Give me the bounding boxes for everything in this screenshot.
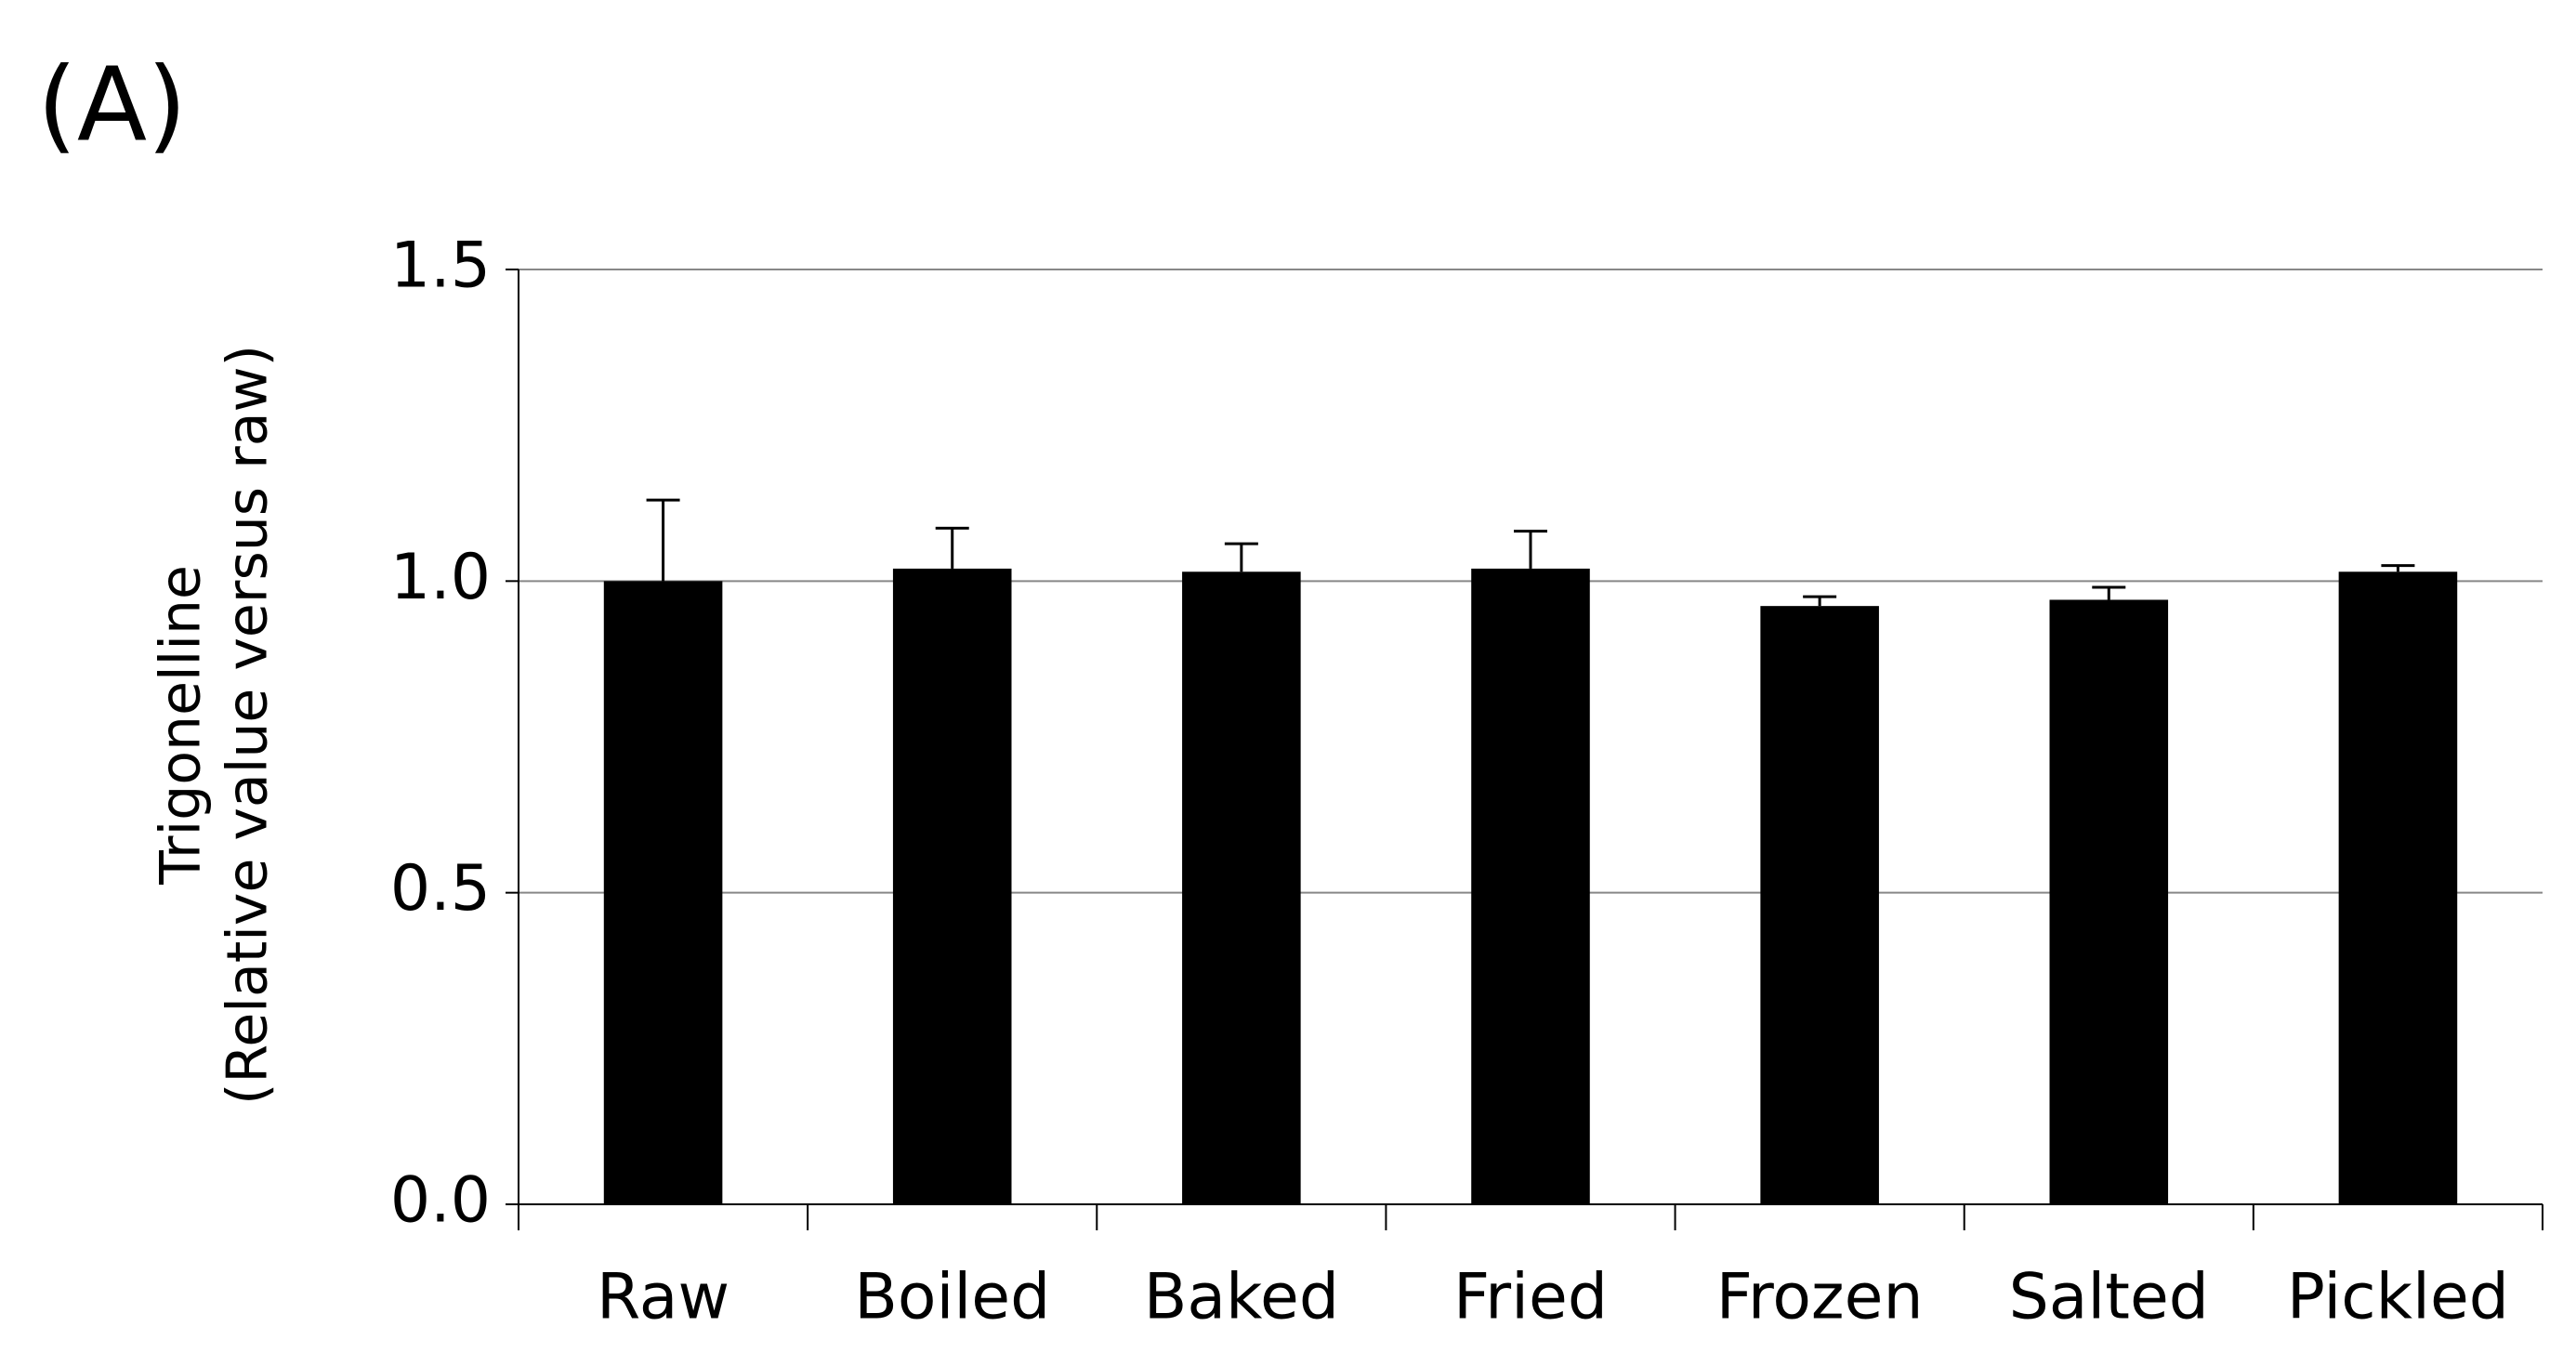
y-axis-title-line: Trigonelline [149,565,214,886]
bar [1760,606,1879,1204]
x-tick-label: Raw [597,1261,729,1334]
y-tick-label: 1.5 [390,230,491,303]
x-tick-label: Frozen [1716,1261,1924,1334]
y-tick-label: 0.0 [390,1164,491,1238]
bar [1182,571,1301,1204]
x-tick-label: Fried [1453,1261,1608,1334]
bar [2049,599,2169,1204]
x-tick-label: Salted [2009,1261,2209,1334]
y-tick-label: 1.0 [390,541,491,614]
bar [892,568,1012,1204]
y-axis-title: Trigonelline (Relative value versus raw) [149,345,281,1105]
x-tick-label: Baked [1144,1261,1339,1334]
x-tick-label: Boiled [854,1261,1050,1334]
y-axis-title-line: (Relative value versus raw) [216,345,281,1105]
bar [2338,571,2458,1204]
x-tick-label: Pickled [2287,1261,2509,1334]
bar [1471,568,1590,1204]
y-tick-label: 0.5 [390,852,491,926]
bar [603,581,723,1204]
chart-title: (A) [37,45,187,164]
